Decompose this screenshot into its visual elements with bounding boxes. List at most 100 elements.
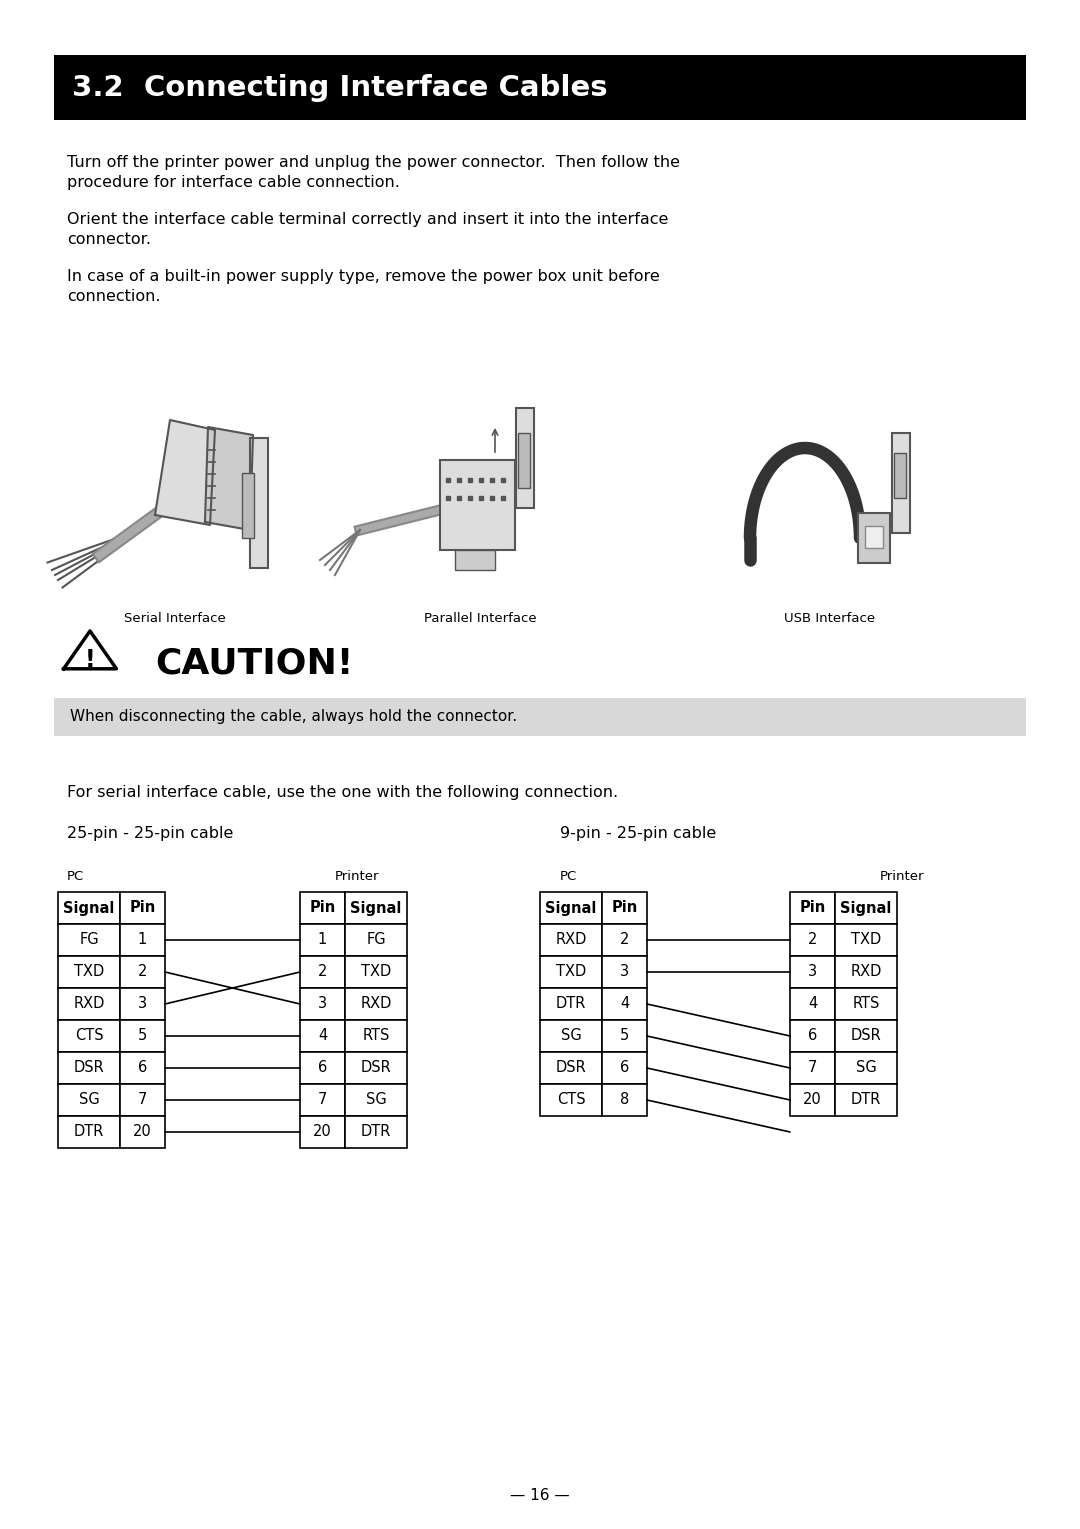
Bar xyxy=(120,891,165,924)
Bar xyxy=(894,453,906,498)
Text: TXD: TXD xyxy=(556,965,586,980)
Text: 2: 2 xyxy=(620,933,630,948)
Text: 3: 3 xyxy=(138,997,147,1012)
Text: DTR: DTR xyxy=(851,1093,881,1107)
Bar xyxy=(300,1052,345,1084)
Bar xyxy=(540,891,602,924)
Text: CTS: CTS xyxy=(556,1093,585,1107)
Text: DSR: DSR xyxy=(555,1061,586,1075)
Text: Pin: Pin xyxy=(130,901,156,916)
Text: Serial Interface: Serial Interface xyxy=(124,612,226,625)
Bar xyxy=(54,55,1026,119)
Text: FG: FG xyxy=(366,933,386,948)
Bar xyxy=(440,460,515,550)
Bar xyxy=(345,891,407,924)
Bar xyxy=(516,408,534,508)
Text: FG: FG xyxy=(79,933,98,948)
Text: 4: 4 xyxy=(808,997,818,1012)
Bar xyxy=(300,988,345,1020)
Text: DSR: DSR xyxy=(361,1061,391,1075)
Bar xyxy=(602,956,647,988)
Bar xyxy=(300,956,345,988)
Text: 7: 7 xyxy=(138,1093,147,1107)
Text: For serial interface cable, use the one with the following connection.: For serial interface cable, use the one … xyxy=(67,784,618,800)
Text: 2: 2 xyxy=(318,965,327,980)
Text: 3: 3 xyxy=(620,965,629,980)
Text: DTR: DTR xyxy=(361,1124,391,1139)
Text: 20: 20 xyxy=(133,1124,152,1139)
Bar xyxy=(789,891,835,924)
Bar xyxy=(242,472,254,538)
Text: 3: 3 xyxy=(808,965,818,980)
Bar xyxy=(602,1020,647,1052)
Polygon shape xyxy=(205,427,253,531)
Bar xyxy=(602,1084,647,1116)
Text: In case of a built-in power supply type, remove the power box unit before
connec: In case of a built-in power supply type,… xyxy=(67,269,660,304)
Text: Pin: Pin xyxy=(799,901,825,916)
Text: 9-pin - 25-pin cable: 9-pin - 25-pin cable xyxy=(561,826,716,841)
Bar xyxy=(789,1052,835,1084)
Text: 1: 1 xyxy=(138,933,147,948)
Bar xyxy=(120,988,165,1020)
Bar xyxy=(58,956,120,988)
Bar xyxy=(602,988,647,1020)
Text: SG: SG xyxy=(366,1093,387,1107)
Text: Printer: Printer xyxy=(335,870,379,884)
Bar xyxy=(58,988,120,1020)
Text: RXD: RXD xyxy=(850,965,881,980)
Bar xyxy=(300,891,345,924)
Bar xyxy=(835,1020,897,1052)
Bar xyxy=(345,1084,407,1116)
Text: Signal: Signal xyxy=(350,901,402,916)
Text: Signal: Signal xyxy=(840,901,892,916)
Bar xyxy=(540,924,602,956)
Bar xyxy=(345,956,407,988)
Text: !: ! xyxy=(84,648,95,673)
Bar xyxy=(835,956,897,988)
Text: 2: 2 xyxy=(138,965,147,980)
Bar xyxy=(865,526,883,547)
Text: 5: 5 xyxy=(620,1029,630,1043)
Text: RXD: RXD xyxy=(361,997,392,1012)
Text: USB Interface: USB Interface xyxy=(784,612,876,625)
Bar xyxy=(120,956,165,988)
Text: 2: 2 xyxy=(808,933,818,948)
Text: CTS: CTS xyxy=(75,1029,104,1043)
Bar xyxy=(455,550,495,570)
Bar xyxy=(58,1052,120,1084)
Text: Orient the interface cable terminal correctly and insert it into the interface
c: Orient the interface cable terminal corr… xyxy=(67,213,669,248)
Text: Parallel Interface: Parallel Interface xyxy=(423,612,537,625)
Text: CAUTION!: CAUTION! xyxy=(156,645,353,680)
Polygon shape xyxy=(156,420,215,524)
Bar xyxy=(58,891,120,924)
Text: 4: 4 xyxy=(318,1029,327,1043)
Text: Turn off the printer power and unplug the power connector.  Then follow the
proc: Turn off the printer power and unplug th… xyxy=(67,154,680,191)
Bar xyxy=(835,1052,897,1084)
Bar xyxy=(120,1116,165,1148)
Text: TXD: TXD xyxy=(73,965,104,980)
Text: 6: 6 xyxy=(318,1061,327,1075)
Bar xyxy=(602,924,647,956)
Bar xyxy=(345,1116,407,1148)
Text: 5: 5 xyxy=(138,1029,147,1043)
Bar xyxy=(835,891,897,924)
Bar xyxy=(345,988,407,1020)
Text: RXD: RXD xyxy=(555,933,586,948)
Text: 3: 3 xyxy=(318,997,327,1012)
Polygon shape xyxy=(64,631,117,668)
Text: Pin: Pin xyxy=(309,901,336,916)
Text: 7: 7 xyxy=(808,1061,818,1075)
Bar xyxy=(789,956,835,988)
Text: When disconnecting the cable, always hold the connector.: When disconnecting the cable, always hol… xyxy=(70,709,517,725)
Text: — 16 —: — 16 — xyxy=(510,1488,570,1503)
Bar xyxy=(300,1116,345,1148)
Text: RTS: RTS xyxy=(362,1029,390,1043)
Text: 20: 20 xyxy=(804,1093,822,1107)
Bar xyxy=(835,924,897,956)
Text: 4: 4 xyxy=(620,997,630,1012)
Text: DSR: DSR xyxy=(851,1029,881,1043)
Bar xyxy=(540,1084,602,1116)
Text: 20: 20 xyxy=(313,1124,332,1139)
Bar xyxy=(892,433,910,534)
Bar xyxy=(789,924,835,956)
